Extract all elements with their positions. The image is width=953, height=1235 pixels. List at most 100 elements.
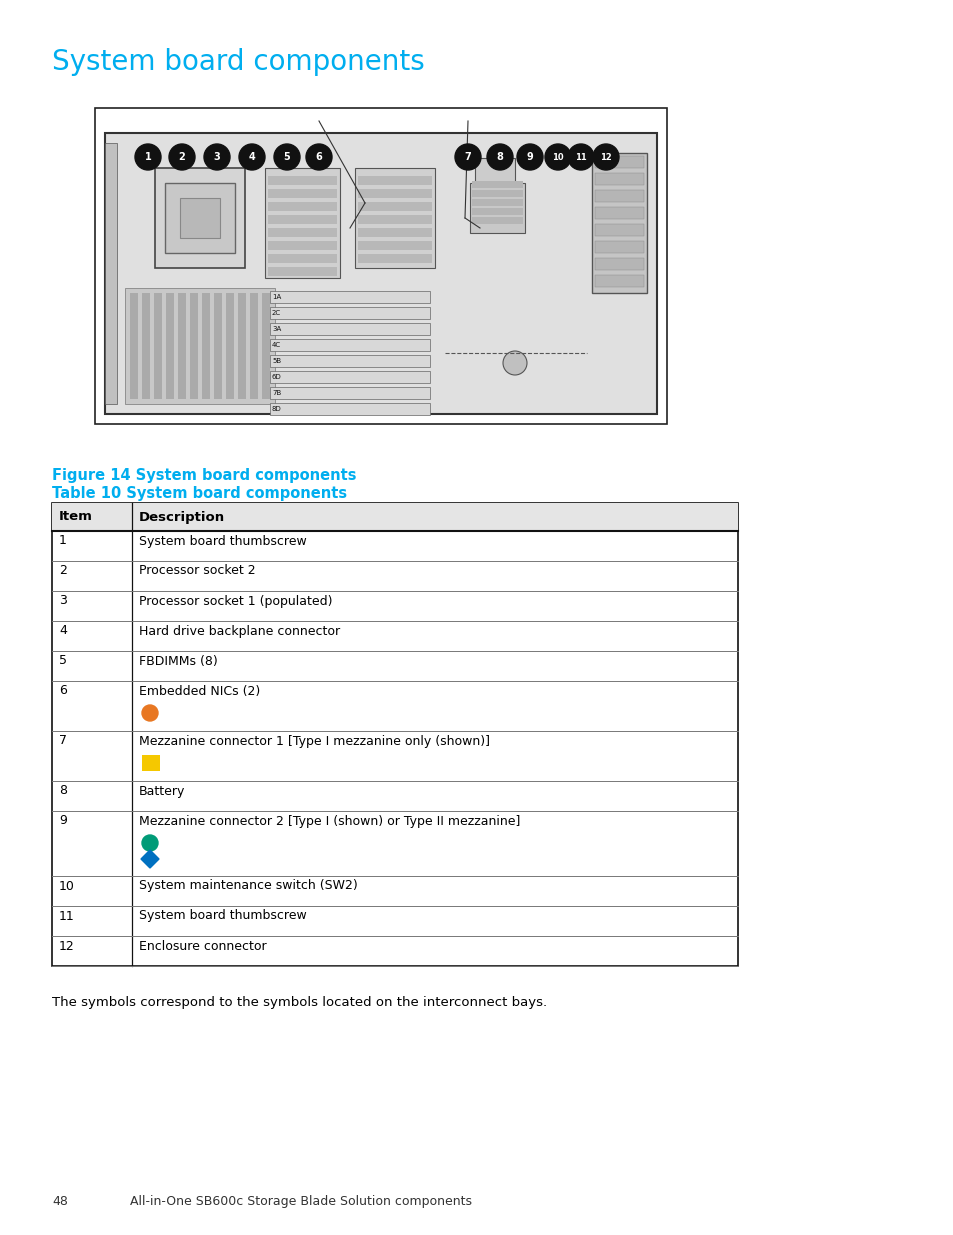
FancyBboxPatch shape [268,267,336,275]
Circle shape [593,144,618,170]
FancyBboxPatch shape [95,107,666,424]
FancyBboxPatch shape [105,133,657,414]
Text: 7B: 7B [272,390,281,396]
Text: 2: 2 [59,564,67,578]
FancyBboxPatch shape [357,215,432,224]
Circle shape [169,144,194,170]
Text: 3: 3 [213,152,220,162]
Text: System board components: System board components [52,48,424,77]
Text: 10: 10 [552,152,563,162]
Circle shape [544,144,571,170]
Text: The symbols correspond to the symbols located on the interconnect bays.: The symbols correspond to the symbols lo… [52,995,547,1009]
FancyBboxPatch shape [270,291,430,303]
FancyBboxPatch shape [595,241,643,253]
FancyBboxPatch shape [355,168,435,268]
Text: Item: Item [59,510,92,524]
Text: System board thumbscrew: System board thumbscrew [139,535,307,547]
Circle shape [486,144,513,170]
FancyBboxPatch shape [592,153,646,293]
Text: Processor socket 1 (populated): Processor socket 1 (populated) [139,594,333,608]
FancyBboxPatch shape [357,241,432,249]
Text: 10: 10 [59,879,74,893]
Text: Hard drive backplane connector: Hard drive backplane connector [139,625,340,637]
Circle shape [204,144,230,170]
FancyBboxPatch shape [213,293,222,399]
FancyBboxPatch shape [268,215,336,224]
Text: 6D: 6D [272,374,281,380]
FancyBboxPatch shape [268,241,336,249]
Text: 7: 7 [464,152,471,162]
FancyBboxPatch shape [166,293,173,399]
Text: 48: 48 [52,1195,68,1208]
Circle shape [239,144,265,170]
Text: 1: 1 [59,535,67,547]
Text: 5: 5 [283,152,290,162]
Text: Battery: Battery [139,784,185,798]
FancyBboxPatch shape [52,503,738,531]
FancyBboxPatch shape [472,199,522,206]
Text: Processor socket 2: Processor socket 2 [139,564,255,578]
FancyBboxPatch shape [595,207,643,219]
Text: 4C: 4C [272,342,281,348]
Text: 12: 12 [59,940,74,952]
FancyBboxPatch shape [105,143,117,404]
FancyBboxPatch shape [250,293,257,399]
Text: System board thumbscrew: System board thumbscrew [139,909,307,923]
FancyBboxPatch shape [154,168,245,268]
Text: 12: 12 [599,152,611,162]
FancyBboxPatch shape [595,173,643,185]
Text: 11: 11 [575,152,586,162]
FancyBboxPatch shape [357,254,432,263]
FancyBboxPatch shape [268,203,336,211]
Text: 8D: 8D [272,406,281,412]
FancyBboxPatch shape [52,503,738,966]
Text: 4: 4 [249,152,255,162]
FancyBboxPatch shape [595,190,643,203]
Text: 2C: 2C [272,310,281,316]
FancyBboxPatch shape [472,207,522,215]
Circle shape [142,835,158,851]
FancyBboxPatch shape [142,755,160,771]
Text: 7: 7 [59,735,67,747]
FancyBboxPatch shape [268,189,336,198]
FancyBboxPatch shape [357,228,432,237]
FancyBboxPatch shape [357,189,432,198]
FancyBboxPatch shape [142,293,150,399]
FancyBboxPatch shape [595,258,643,270]
FancyBboxPatch shape [262,293,270,399]
FancyBboxPatch shape [190,293,198,399]
Text: Description: Description [139,510,225,524]
FancyBboxPatch shape [470,183,524,233]
FancyBboxPatch shape [226,293,233,399]
FancyBboxPatch shape [153,293,162,399]
FancyBboxPatch shape [165,183,234,253]
Text: System maintenance switch (SW2): System maintenance switch (SW2) [139,879,357,893]
Circle shape [274,144,299,170]
FancyBboxPatch shape [472,182,522,188]
Text: 6: 6 [59,684,67,698]
FancyBboxPatch shape [268,254,336,263]
Text: 8: 8 [497,152,503,162]
FancyBboxPatch shape [357,203,432,211]
Text: 5B: 5B [272,358,281,364]
Text: Table 10 System board components: Table 10 System board components [52,487,347,501]
Text: 6: 6 [315,152,322,162]
FancyBboxPatch shape [268,177,336,185]
Text: 3: 3 [59,594,67,608]
Text: Mezzanine connector 2 [Type I (shown) or Type II mezzanine]: Mezzanine connector 2 [Type I (shown) or… [139,815,519,827]
Text: 8: 8 [59,784,67,798]
Circle shape [455,144,480,170]
Text: 4: 4 [59,625,67,637]
FancyBboxPatch shape [595,224,643,236]
FancyBboxPatch shape [270,370,430,383]
Text: 3A: 3A [272,326,281,332]
Text: 11: 11 [59,909,74,923]
Circle shape [142,705,158,721]
FancyBboxPatch shape [270,387,430,399]
FancyBboxPatch shape [595,156,643,168]
FancyBboxPatch shape [357,177,432,185]
FancyBboxPatch shape [130,293,138,399]
Text: 1: 1 [145,152,152,162]
Text: 1A: 1A [272,294,281,300]
FancyBboxPatch shape [475,158,515,183]
